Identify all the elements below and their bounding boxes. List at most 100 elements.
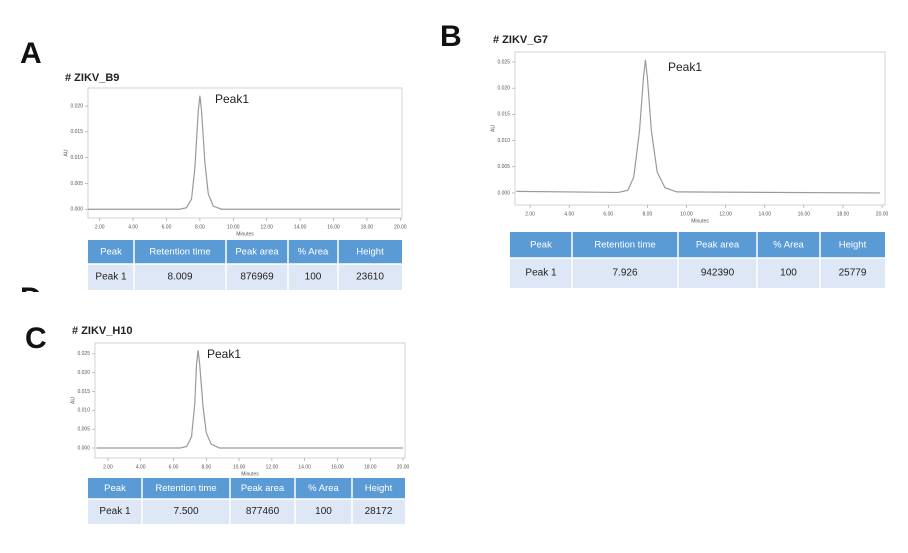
x-tick-label: 12.00 [719,211,732,217]
y-tick-label: 0.020 [497,85,510,91]
table-cell: 100 [315,506,332,517]
table-header: Height [356,247,384,258]
y-tick-label: 0.000 [497,190,510,196]
table-cell: 7.500 [173,506,198,517]
x-tick-label: 6.00 [603,211,613,217]
x-tick-label: 8.00 [201,464,211,470]
x-axis-label: Minutes [691,218,709,224]
x-tick-label: 4.00 [136,464,146,470]
plot-frame [514,51,886,206]
table-cell: 28172 [365,506,393,517]
table-cell: 942390 [701,268,735,279]
table-header: % Area [308,483,339,494]
x-tick-label: 14.00 [758,211,771,217]
panel-letter: B [440,20,462,53]
panel-title: # ZIKV_B9 [65,72,119,84]
table-header: Height [839,240,867,251]
y-tick-label: 0.010 [70,155,83,161]
table-header: Peak area [241,483,285,494]
table-cell: 100 [780,268,797,279]
peak-annotation: Peak1 [207,347,241,361]
x-tick-label: 16.00 [798,211,811,217]
y-tick-label: 0.000 [70,207,83,213]
y-tick-label: 0.005 [77,427,90,433]
table-header-bg [88,478,405,499]
x-tick-label: 18.00 [837,211,850,217]
x-tick-label: 20.00 [876,211,889,217]
peak-annotation: Peak1 [668,60,702,74]
table-cell: 25779 [839,268,867,279]
table-header-bg [88,240,402,264]
table-header: Peak area [696,240,740,251]
x-tick-label: 10.00 [680,211,693,217]
table-row-bg [88,264,402,290]
x-tick-label: 16.00 [327,224,340,230]
x-tick-label: 12.00 [260,224,273,230]
occluder [0,292,500,312]
y-tick-label: 0.010 [77,408,90,414]
chromatogram-line [516,59,881,194]
table-header: Retention time [149,247,210,258]
y-tick-label: 0.015 [497,112,510,118]
y-axis-label: AU [490,125,496,132]
chromatogram-line [88,95,401,210]
x-axis-label: Minutes [241,471,259,477]
y-tick-label: 0.020 [70,103,83,109]
table-cell: 8.009 [167,272,192,283]
x-tick-label: 20.00 [397,464,410,470]
y-tick-label: 0.015 [70,129,83,135]
table-header: Peak [104,483,126,494]
table-header: Peak [100,247,122,258]
table-header: % Area [773,240,804,251]
y-axis-label: AU [70,397,76,404]
table-header: Peak [530,240,552,251]
plot-frame [94,342,406,459]
y-tick-label: 0.025 [77,351,90,357]
y-tick-label: 0.005 [497,164,510,170]
y-tick-label: 0.015 [77,389,90,395]
table-cell: Peak 1 [99,506,131,517]
x-tick-label: 14.00 [298,464,311,470]
table-header: Height [365,483,393,494]
y-tick-label: 0.005 [70,181,83,187]
x-tick-label: 2.00 [95,224,105,230]
x-tick-label: 2.00 [525,211,535,217]
chromatogram-line [96,350,404,449]
table-header: Retention time [594,240,655,251]
x-tick-label: 14.00 [294,224,307,230]
plot-frame [87,87,403,219]
x-tick-label: 20.00 [394,224,407,230]
table-cell: Peak 1 [95,272,127,283]
table-row-bg [510,258,885,288]
x-tick-label: 16.00 [331,464,344,470]
x-tick-label: 12.00 [266,464,279,470]
panel-letter: C [25,322,47,355]
x-axis-label: Minutes [236,231,254,237]
x-tick-label: 4.00 [564,211,574,217]
x-tick-label: 2.00 [103,464,113,470]
x-tick-label: 4.00 [128,224,138,230]
y-axis-label: AU [63,149,69,156]
x-tick-label: 10.00 [227,224,240,230]
x-tick-label: 18.00 [364,464,377,470]
x-tick-label: 8.00 [195,224,205,230]
x-tick-label: 10.00 [233,464,246,470]
y-tick-label: 0.025 [497,59,510,65]
table-header: % Area [298,247,329,258]
x-tick-label: 6.00 [169,464,179,470]
peak-annotation: Peak1 [215,92,249,106]
panel-title: # ZIKV_H10 [72,325,133,337]
y-tick-label: 0.020 [77,370,90,376]
table-cell: 100 [305,272,322,283]
table-cell: 877460 [246,506,280,517]
table-header: Peak area [235,247,279,258]
x-tick-label: 6.00 [162,224,172,230]
y-tick-label: 0.010 [497,138,510,144]
table-cell: 7.926 [612,268,637,279]
table-cell: 23610 [356,272,384,283]
y-tick-label: 0.000 [77,445,90,451]
panel-letter: A [20,37,42,70]
x-tick-label: 18.00 [361,224,374,230]
table-cell: Peak 1 [525,268,557,279]
